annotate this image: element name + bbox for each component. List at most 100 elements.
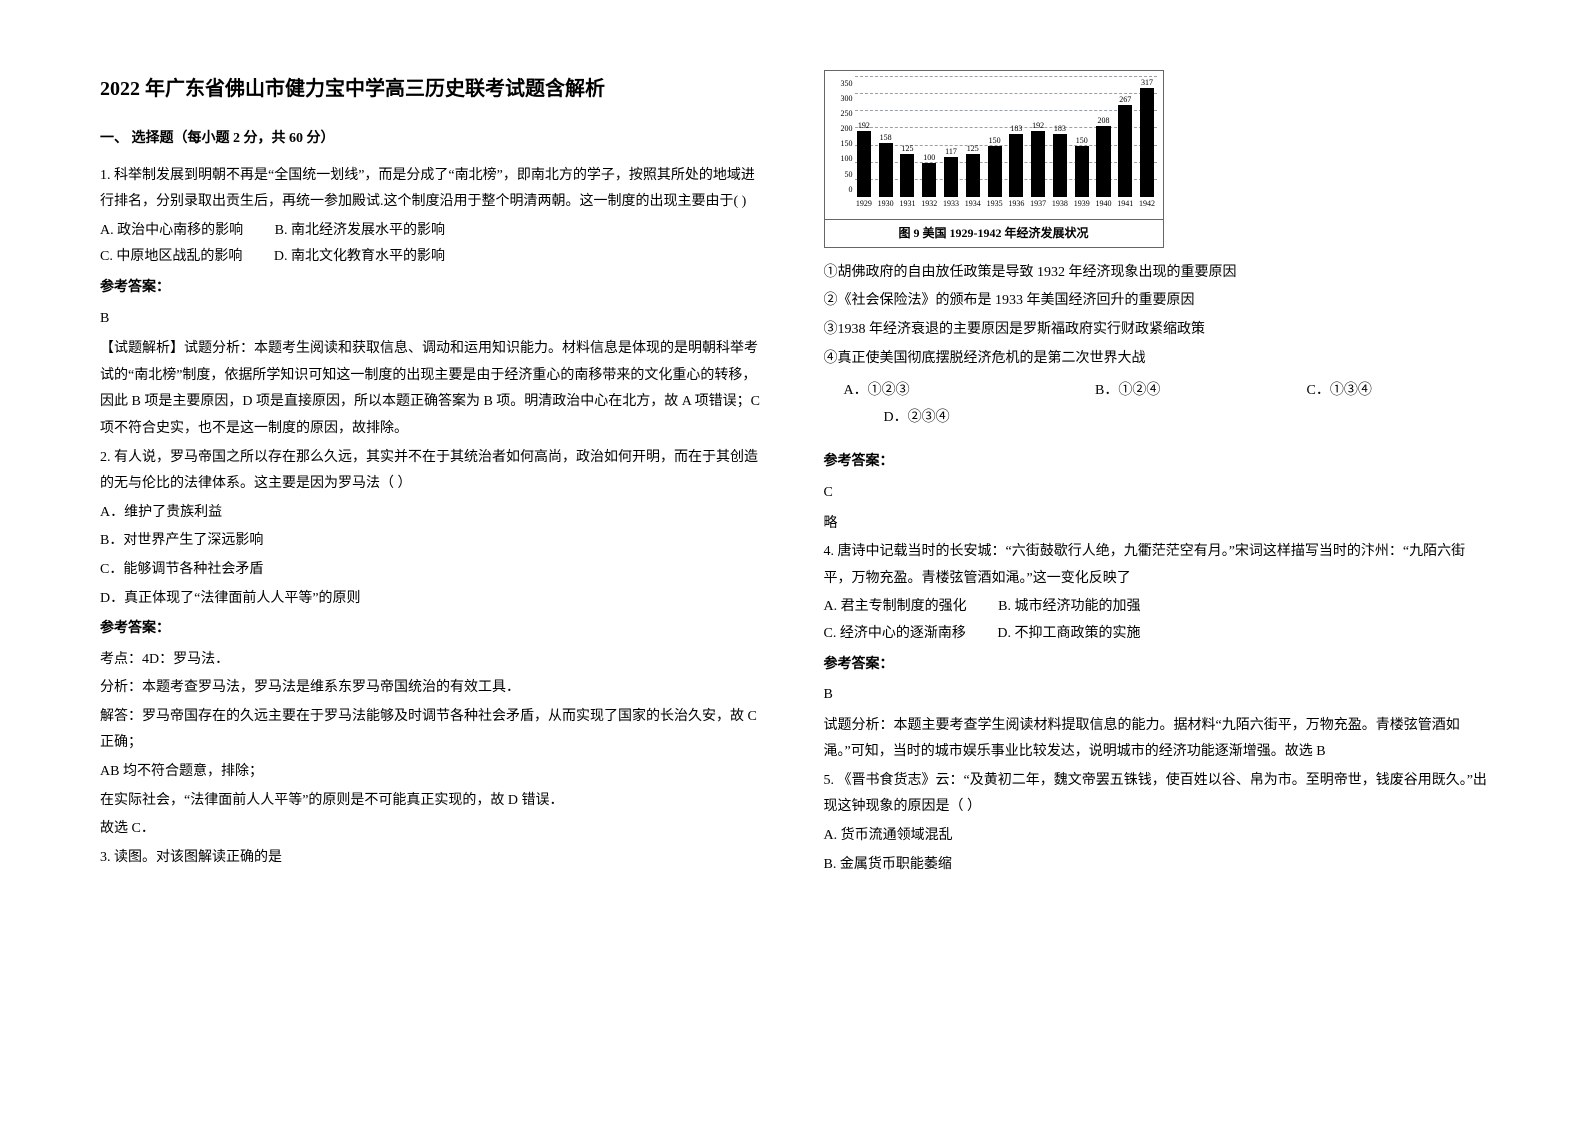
y-tick: 100 xyxy=(829,151,853,166)
q3-opt-d: D．②③④ xyxy=(884,405,1004,432)
q2-ex3: 解答：罗马帝国存在的久远主要在于罗马法能够及时调节各种社会矛盾，从而实现了国家的… xyxy=(100,704,764,757)
y-tick: 150 xyxy=(829,136,853,151)
bar-wrap: 1001932 xyxy=(920,77,939,197)
q4-ex: 试题分析：本题主要考查学生阅读材料提取信息的能力。据材料“九陌六街平，万物充盈。… xyxy=(824,713,1488,766)
q3-ex: 略 xyxy=(824,511,1488,538)
bar-wrap: 2671941 xyxy=(1116,77,1135,197)
q4-opt-c: C. 经济中心的逐渐南移 xyxy=(824,621,966,648)
bar-category-label: 1939 xyxy=(1072,196,1091,211)
left-column: 2022 年广东省佛山市健力宝中学高三历史联考试题含解析 一、 选择题（每小题 … xyxy=(100,70,764,1052)
bar-wrap: 3171942 xyxy=(1138,77,1157,197)
bar-wrap: 1921929 xyxy=(855,77,874,197)
q3-opt-a: A．①②③ xyxy=(844,378,964,405)
q1-opt-a: A. 政治中心南移的影响 xyxy=(100,218,243,245)
q4-answer-label: 参考答案： xyxy=(824,652,1488,679)
bar-wrap: 1501939 xyxy=(1072,77,1091,197)
q3-s1: ①胡佛政府的自由放任政策是导致 1932 年经济现象出现的重要原因 xyxy=(824,260,1488,287)
q2-ex6: 故选 C． xyxy=(100,816,764,843)
q1-stem: 1. 科举制发展到明朝不再是“全国统一划线”，而是分成了“南北榜”，即南北方的学… xyxy=(100,163,764,216)
bar-category-label: 1940 xyxy=(1094,196,1113,211)
bar-category-label: 1941 xyxy=(1116,196,1135,211)
chart-caption: 图 9 美国 1929-1942 年经济发展状况 xyxy=(824,220,1164,248)
q2-stem: 2. 有人说，罗马帝国之所以存在那么久远，其实并不在于其统治者如何高尚，政治如何… xyxy=(100,445,764,498)
q2-answer-label: 参考答案： xyxy=(100,616,764,643)
bar-category-label: 1932 xyxy=(920,196,939,211)
q1-opt-b: B. 南北经济发展水平的影响 xyxy=(275,218,445,245)
bar-wrap: 1581930 xyxy=(876,77,895,197)
bar-value-label: 183 xyxy=(1010,125,1022,133)
y-tick: 250 xyxy=(829,106,853,121)
q3-chart: 050100150200250300350 192192915819301251… xyxy=(824,70,1164,248)
bar-category-label: 1935 xyxy=(985,196,1004,211)
q3-stem: 3. 读图。对该图解读正确的是 xyxy=(100,845,764,872)
q4-options-2: C. 经济中心的逐渐南移 D. 不抑工商政策的实施 xyxy=(824,621,1488,648)
chart-plot: 050100150200250300350 192192915819301251… xyxy=(824,70,1164,220)
bar-value-label: 192 xyxy=(858,122,870,130)
bar xyxy=(922,163,936,197)
q1-options: A. 政治中心南移的影响 B. 南北经济发展水平的影响 xyxy=(100,218,764,245)
y-tick: 200 xyxy=(829,121,853,136)
q2-opt-b: B．对世界产生了深远影响 xyxy=(100,528,764,555)
chart-bars: 1921929158193012519311001932117193312519… xyxy=(855,77,1157,197)
bar xyxy=(966,154,980,197)
bar xyxy=(1096,126,1110,197)
spacer xyxy=(824,431,1488,445)
q4-opt-b: B. 城市经济功能的加强 xyxy=(998,594,1140,621)
bar xyxy=(1009,134,1023,197)
chart-y-ticks: 050100150200250300350 xyxy=(829,77,853,197)
bar-value-label: 208 xyxy=(1097,117,1109,125)
page-title: 2022 年广东省佛山市健力宝中学高三历史联考试题含解析 xyxy=(100,70,764,108)
y-tick: 350 xyxy=(829,76,853,91)
q4-options: A. 君主专制制度的强化 B. 城市经济功能的加强 xyxy=(824,594,1488,621)
q3-s4: ④真正使美国彻底摆脱经济危机的是第二次世界大战 xyxy=(824,346,1488,373)
bar-category-label: 1933 xyxy=(942,196,961,211)
bar xyxy=(1031,131,1045,197)
q3-opt-c: C．①③④ xyxy=(1307,378,1427,405)
bar-wrap: 2081940 xyxy=(1094,77,1113,197)
bar xyxy=(1118,105,1132,197)
q5-opt-b: B. 金属货币职能萎缩 xyxy=(824,852,1488,879)
bar-value-label: 267 xyxy=(1119,96,1131,104)
bar-wrap: 1251934 xyxy=(963,77,982,197)
q5-stem: 5. 《晋书食货志》云：“及黄初二年，魏文帝罢五铢钱，使百姓以谷、帛为市。至明帝… xyxy=(824,768,1488,821)
bar-value-label: 150 xyxy=(989,137,1001,145)
q3-s3: ③1938 年经济衰退的主要原因是罗斯福政府实行财政紧缩政策 xyxy=(824,317,1488,344)
q3-options: A．①②③ B．①②④ C．①③④ D．②③④ xyxy=(824,378,1488,431)
q1-opt-d: D. 南北文化教育水平的影响 xyxy=(274,244,445,271)
bar-value-label: 125 xyxy=(967,145,979,153)
q4-opt-d: D. 不抑工商政策的实施 xyxy=(997,621,1140,648)
bar-category-label: 1937 xyxy=(1029,196,1048,211)
q2-ex4: AB 均不符合题意，排除； xyxy=(100,759,764,786)
q3-s2: ②《社会保险法》的颁布是 1933 年美国经济回升的重要原因 xyxy=(824,288,1488,315)
bar-value-label: 100 xyxy=(923,154,935,162)
bar-category-label: 1936 xyxy=(1007,196,1026,211)
bar xyxy=(944,157,958,197)
q3-opt-b: B．①②④ xyxy=(1095,378,1215,405)
q1-options-2: C. 中原地区战乱的影响 D. 南北文化教育水平的影响 xyxy=(100,244,764,271)
bar-wrap: 1251931 xyxy=(898,77,917,197)
bar-wrap: 1831936 xyxy=(1007,77,1026,197)
q2-opt-d: D．真正体现了“法律面前人人平等”的原则 xyxy=(100,586,764,613)
bar-category-label: 1934 xyxy=(963,196,982,211)
bar-wrap: 1171933 xyxy=(942,77,961,197)
q3-answer: C xyxy=(824,480,1488,507)
bar-value-label: 117 xyxy=(945,148,957,156)
q2-ex5: 在实际社会，“法律面前人人平等”的原则是不可能真正实现的，故 D 错误． xyxy=(100,788,764,815)
right-column: 050100150200250300350 192192915819301251… xyxy=(824,70,1488,1052)
bar xyxy=(988,146,1002,197)
bar-category-label: 1931 xyxy=(898,196,917,211)
bar-value-label: 192 xyxy=(1032,122,1044,130)
q1-answer: B xyxy=(100,306,764,333)
bar-wrap: 1831938 xyxy=(1051,77,1070,197)
q4-opt-a: A. 君主专制制度的强化 xyxy=(824,594,967,621)
q2-opt-a: A．维护了贵族利益 xyxy=(100,500,764,527)
bar-wrap: 1501935 xyxy=(985,77,1004,197)
bar-value-label: 183 xyxy=(1054,125,1066,133)
bar xyxy=(879,143,893,197)
section-heading: 一、 选择题（每小题 2 分，共 60 分） xyxy=(100,126,764,153)
y-tick: 300 xyxy=(829,91,853,106)
q1-explain: 【试题解析】试题分析：本题考生阅读和获取信息、调动和运用知识能力。材料信息是体现… xyxy=(100,336,764,442)
bar xyxy=(1140,88,1154,197)
bar xyxy=(900,154,914,197)
y-tick: 0 xyxy=(829,182,853,197)
